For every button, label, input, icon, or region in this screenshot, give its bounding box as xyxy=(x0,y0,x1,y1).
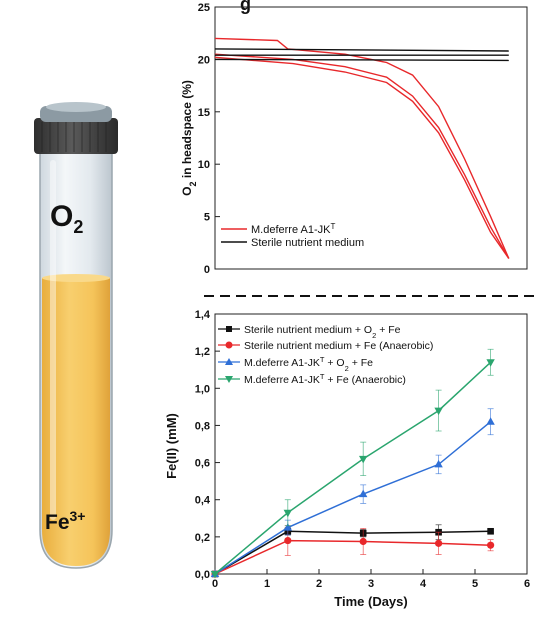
liquid-fe3-label: Fe3+ xyxy=(45,508,86,534)
top-chart-y-ticks: 0 5 10 15 20 25 xyxy=(198,2,220,276)
test-tube-illustration: O2 Fe3+ xyxy=(0,0,205,613)
bottom-chart-xlabel: Time (Days) xyxy=(334,594,407,609)
top-y-tick-label: 0 xyxy=(204,264,210,276)
data-point xyxy=(210,571,220,579)
bottom-series-2 xyxy=(210,408,495,577)
data-point xyxy=(283,509,292,518)
data-point xyxy=(487,527,494,535)
test-tube-svg xyxy=(34,102,118,569)
bottom-series-line xyxy=(214,361,492,575)
data-point xyxy=(359,489,368,498)
legend-marker-square xyxy=(226,326,232,332)
legend-label-sterile: Sterile nutrient medium xyxy=(251,237,364,249)
bottom-y-tick-label: 1,4 xyxy=(195,309,211,321)
cap-ridges xyxy=(41,122,107,152)
top-chart-frame xyxy=(214,6,528,270)
data-point xyxy=(359,455,368,464)
bottom-x-tick-label: 5 xyxy=(472,578,478,590)
bottom-y-tick-label: 0,8 xyxy=(195,420,210,432)
data-point xyxy=(359,537,367,546)
legend-label-mdeferre-o2: M.deferre A1-JKT + O2 + Fe xyxy=(244,355,373,373)
bottom-series-line xyxy=(214,539,491,575)
tube-liquid xyxy=(42,278,110,566)
bottom-x-tick-label: 4 xyxy=(420,578,427,590)
bottom-series-line xyxy=(214,421,492,575)
data-point xyxy=(434,407,443,416)
top-series-line-5 xyxy=(214,58,509,62)
bottom-series-3 xyxy=(210,348,495,579)
bottom-series-0 xyxy=(211,524,494,578)
glass-highlight xyxy=(50,160,56,520)
legend-label-sterile-anaerobic: Sterile nutrient medium + Fe (Anaerobic) xyxy=(244,340,433,352)
top-y-tick-label: 25 xyxy=(198,2,210,14)
legend-marker-triangle-up xyxy=(225,358,233,365)
legend-label-sterile-o2: Sterile nutrient medium + O2 + Fe xyxy=(244,324,401,340)
bottom-x-tick-label: 3 xyxy=(368,578,374,590)
data-point xyxy=(434,459,443,468)
data-point xyxy=(284,536,292,545)
legend-marker-triangle-down xyxy=(225,376,233,383)
top-y-tick-label: 15 xyxy=(198,107,210,119)
headspace-o2-label: O2 xyxy=(50,200,84,237)
legend-label-mdeferre-anaerobic: M.deferre A1-JKT + Fe (Anaerobic) xyxy=(244,372,406,387)
bottom-series-line xyxy=(214,530,491,575)
bottom-x-tick-label: 6 xyxy=(524,578,530,590)
top-series-line-1 xyxy=(214,53,510,259)
bottom-x-tick-label: 0 xyxy=(212,578,218,590)
bottom-chart-ylabel: Fe(II) (mM) xyxy=(164,413,179,479)
cap-top-highlight xyxy=(46,102,106,112)
bottom-y-tick-label: 0,6 xyxy=(195,458,210,470)
top-chart-legend: M.deferre A1-JKT Sterile nutrient medium xyxy=(221,222,364,249)
top-series-line-2 xyxy=(214,56,510,259)
data-point xyxy=(486,417,495,425)
bottom-chart-y-ticks: 0,0 0,2 0,4 0,6 0,8 1,0 1,2 1,4 xyxy=(195,309,220,581)
bottom-y-tick-label: 0,2 xyxy=(195,532,210,544)
liquid-surface xyxy=(42,274,110,282)
bottom-y-tick-label: 0,4 xyxy=(195,495,211,507)
bottom-x-tick-label: 1 xyxy=(264,578,270,590)
top-chart-ylabel: O2 in headspace (%) xyxy=(180,80,198,196)
data-point xyxy=(486,359,495,367)
bottom-y-tick-label: 1,2 xyxy=(195,346,210,358)
bottom-chart-legend: Sterile nutrient medium + O2 + Fe Steril… xyxy=(218,324,433,386)
bottom-x-tick-label: 2 xyxy=(316,578,322,590)
data-point xyxy=(283,523,292,531)
data-point xyxy=(487,541,495,549)
bottom-y-tick-label: 1,0 xyxy=(195,383,210,395)
top-y-tick-label: 20 xyxy=(198,54,210,66)
legend-label-mdeferre: M.deferre A1-JKT xyxy=(251,222,335,237)
top-y-tick-label: 5 xyxy=(204,212,210,224)
top-y-tick-label: 10 xyxy=(198,159,210,171)
tube-cap xyxy=(34,118,118,154)
top-chart-series xyxy=(214,37,510,259)
data-point xyxy=(435,539,443,547)
bottom-y-tick-label: 0,0 xyxy=(195,569,210,581)
legend-marker-circle xyxy=(225,341,233,349)
bottom-chart-x-ticks: 0 1 2 3 4 5 6 xyxy=(212,569,530,590)
top-series-line-3 xyxy=(214,48,509,52)
bottom-chart-series xyxy=(210,348,495,579)
top-series-line-0 xyxy=(214,37,510,259)
